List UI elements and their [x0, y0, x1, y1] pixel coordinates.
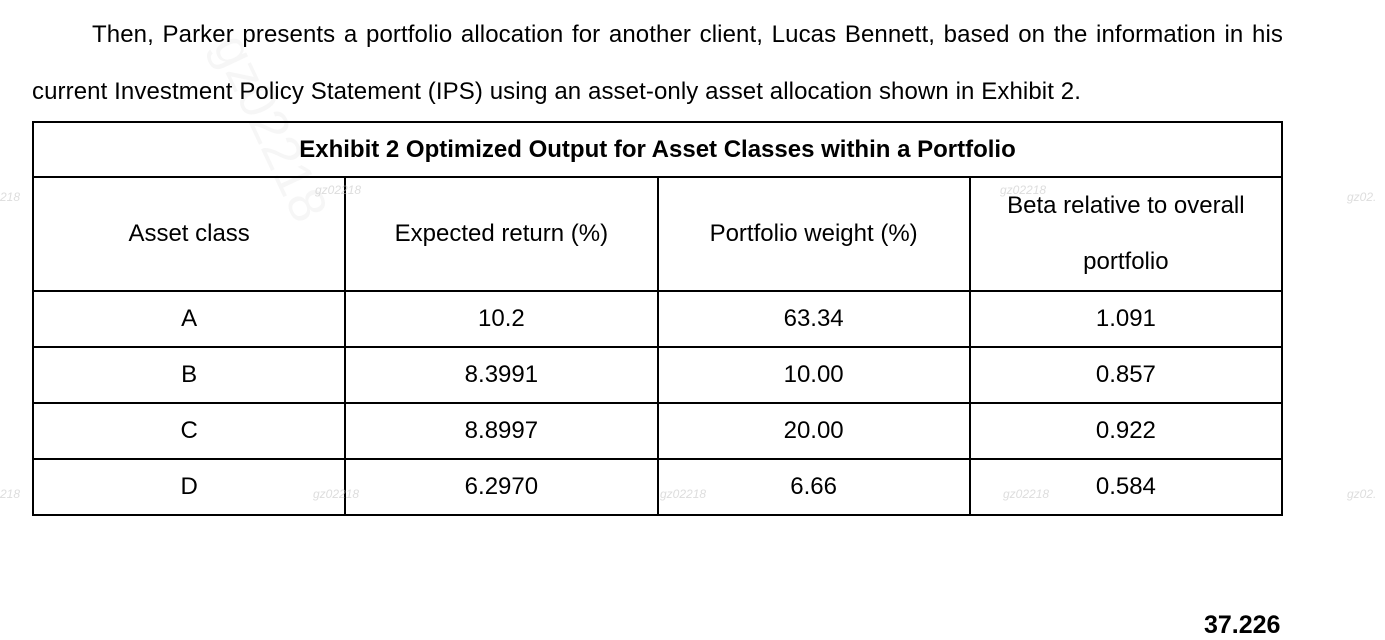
- table-row-a: A 10.2 63.34 1.091: [31, 290, 1284, 348]
- cell-asset-class: C: [31, 402, 347, 460]
- table-row-c: C 8.8997 20.00 0.922: [31, 402, 1284, 460]
- cell-portfolio-weight: 20.00: [656, 402, 971, 460]
- cell-expected-return: 8.8997: [344, 402, 659, 460]
- cell-expected-return: 6.2970: [344, 458, 659, 516]
- cell-expected-return: 8.3991: [344, 346, 659, 404]
- cell-beta: 0.584: [968, 458, 1284, 516]
- table-row-d: D 6.2970 6.66 0.584: [31, 458, 1284, 516]
- watermark: gz02.: [1347, 190, 1377, 204]
- cell-expected-return: 10.2: [344, 290, 659, 348]
- watermark: 218: [0, 487, 21, 501]
- table-title-row: Exhibit 2 Optimized Output for Asset Cla…: [32, 121, 1283, 178]
- intro-paragraph: Then, Parker presents a portfolio alloca…: [32, 21, 1283, 105]
- table-header-row: Asset class Expected return (%) Portfoli…: [31, 176, 1284, 292]
- watermark: 218: [0, 190, 21, 204]
- cell-beta: 0.922: [968, 402, 1284, 460]
- cell-asset-class: A: [31, 290, 347, 348]
- cell-portfolio-weight: 6.66: [656, 458, 971, 516]
- header-portfolio-weight: Portfolio weight (%): [656, 176, 971, 292]
- document-content: Then, Parker presents a portfolio alloca…: [31, 6, 1284, 516]
- exhibit-2-table: Exhibit 2 Optimized Output for Asset Cla…: [31, 121, 1284, 516]
- header-beta: Beta relative to overall portfolio: [968, 176, 1284, 292]
- page-number: 37.226: [1204, 611, 1281, 639]
- cell-beta: 0.857: [968, 346, 1284, 404]
- table-row-b: B 8.3991 10.00 0.857: [31, 346, 1284, 404]
- cell-portfolio-weight: 63.34: [656, 290, 971, 348]
- watermark: gz02.: [1347, 487, 1377, 501]
- cell-beta: 1.091: [968, 290, 1284, 348]
- header-asset-class: Asset class: [31, 176, 347, 292]
- cell-asset-class: B: [31, 346, 347, 404]
- header-expected-return: Expected return (%): [344, 176, 659, 292]
- cell-portfolio-weight: 10.00: [656, 346, 971, 404]
- cell-asset-class: D: [31, 458, 347, 516]
- table-title: Exhibit 2 Optimized Output for Asset Cla…: [32, 121, 1283, 178]
